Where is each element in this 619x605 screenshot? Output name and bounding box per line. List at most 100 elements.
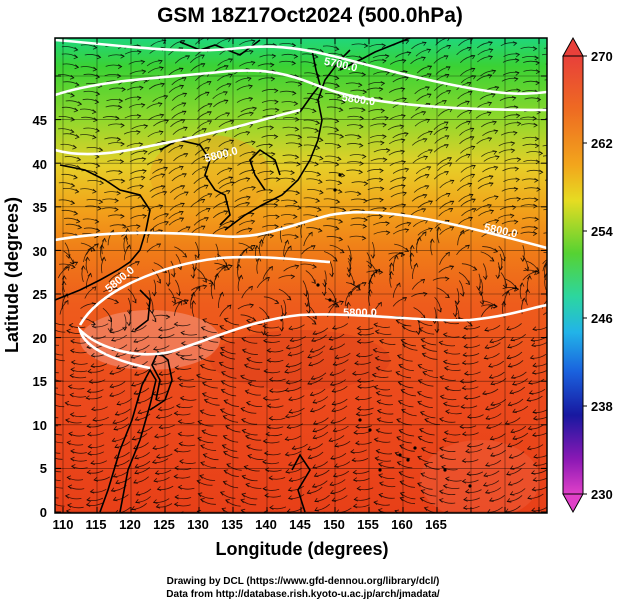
streamline-arrowhead xyxy=(263,368,268,374)
streamline-arrowhead xyxy=(297,81,303,87)
streamline-arrowhead xyxy=(534,55,539,61)
streamline-arrowhead xyxy=(174,465,179,471)
streamline-arrowhead xyxy=(116,364,121,370)
streamline-arrowhead xyxy=(394,451,400,457)
streamline-arrowhead xyxy=(223,155,229,160)
streamline-arrowhead xyxy=(201,155,207,161)
streamline-arrowhead xyxy=(101,237,107,243)
streamline-arrowhead xyxy=(196,509,202,513)
island-dot xyxy=(468,484,472,488)
streamline-arrowhead xyxy=(123,235,129,240)
streamline-arrowhead xyxy=(421,208,427,213)
streamline-arrowhead xyxy=(396,418,401,423)
streamline-arrowhead xyxy=(511,96,517,101)
streamline-arrowhead xyxy=(136,224,141,229)
streamline-arrowhead xyxy=(351,371,357,376)
streamline-arrowhead xyxy=(532,46,538,52)
streamline-arrowhead xyxy=(74,82,80,87)
streamline-arrowhead xyxy=(334,127,340,133)
streamline-arrowhead xyxy=(291,445,297,451)
streamline-arrowhead xyxy=(558,119,562,123)
streamline-arrowhead xyxy=(251,317,257,322)
streamline-arrowhead xyxy=(484,406,490,411)
streamline xyxy=(548,129,564,132)
streamline-arrowhead xyxy=(465,153,471,159)
streamline xyxy=(55,353,64,356)
streamline xyxy=(542,155,547,157)
colorbar-label: 246 xyxy=(591,311,613,326)
streamline-arrowhead xyxy=(180,330,185,336)
streamline-arrowhead xyxy=(66,440,72,446)
streamline-arrowhead xyxy=(246,195,251,201)
streamline-arrowhead xyxy=(534,143,540,149)
streamline-arrowhead xyxy=(69,129,75,134)
streamline-arrowhead xyxy=(463,343,468,349)
streamline-arrowhead xyxy=(397,400,403,405)
streamline-arrowhead xyxy=(90,352,96,358)
streamline-arrowhead xyxy=(206,138,212,143)
streamline-arrowhead xyxy=(330,455,335,460)
streamline-arrowhead xyxy=(207,193,213,198)
streamline-arrowhead xyxy=(284,451,290,457)
streamline-arrowhead xyxy=(279,327,285,332)
streamline-arrowhead xyxy=(246,318,251,324)
streamline-arrowhead xyxy=(485,424,491,430)
streamline-arrowhead xyxy=(47,453,51,457)
streamline-arrowhead xyxy=(439,417,444,422)
streamline-arrowhead xyxy=(177,300,183,306)
streamline-arrowhead xyxy=(445,251,450,257)
streamline-arrowhead xyxy=(329,371,335,377)
streamline-arrowhead xyxy=(489,182,494,187)
streamline-arrowhead xyxy=(173,410,179,416)
streamline-arrowhead xyxy=(222,450,228,456)
streamline-arrowhead xyxy=(74,64,80,70)
streamline-arrowhead xyxy=(223,210,229,215)
streamline-arrowhead xyxy=(509,465,515,470)
streamline-arrowhead xyxy=(141,69,147,75)
streamline-arrowhead xyxy=(86,344,91,350)
streamline-arrowhead xyxy=(243,363,249,368)
streamline-arrowhead xyxy=(173,501,179,507)
streamline-arrowhead xyxy=(439,375,445,380)
streamline-arrowhead xyxy=(331,407,337,413)
streamline-arrowhead xyxy=(222,415,228,420)
streamline-arrowhead xyxy=(200,444,205,449)
streamline xyxy=(545,118,547,120)
streamline-arrowhead xyxy=(443,121,449,126)
streamline-arrowhead xyxy=(286,424,292,430)
streamline-arrowhead xyxy=(143,124,149,129)
streamline-arrowhead xyxy=(355,440,360,446)
streamline-arrowhead xyxy=(531,507,536,513)
streamline-arrowhead xyxy=(527,495,532,500)
streamline-arrowhead xyxy=(284,387,290,393)
streamline-arrowhead xyxy=(268,475,273,481)
streamline-arrowhead xyxy=(483,355,489,360)
coastline-china xyxy=(55,164,151,301)
colorbar-ticks xyxy=(583,55,587,495)
streamline-arrowhead xyxy=(426,48,432,53)
streamline-arrowhead xyxy=(294,234,299,240)
streamline-arrowhead xyxy=(153,478,158,483)
coastline-new-guinea xyxy=(291,453,311,513)
streamline-arrowhead xyxy=(471,208,477,213)
streamline-arrowhead xyxy=(240,407,246,412)
streamline-arrowhead xyxy=(516,121,522,127)
streamline-arrowhead xyxy=(179,355,185,361)
streamline-arrowhead xyxy=(329,489,335,495)
streamline-arrowhead xyxy=(332,472,338,478)
streamline-arrowhead xyxy=(528,390,534,395)
axis-tickmarks xyxy=(55,38,547,513)
streamline-arrowhead xyxy=(373,385,379,390)
streamline-arrowhead xyxy=(532,477,538,482)
streamline-arrowhead xyxy=(311,483,317,488)
streamline-arrowhead xyxy=(67,503,72,508)
island-dot xyxy=(413,446,417,450)
streamline xyxy=(55,497,59,499)
streamline-arrowhead xyxy=(463,496,468,502)
streamline-arrowhead xyxy=(436,226,442,231)
streamline-arrowhead xyxy=(134,371,139,376)
streamline-arrowhead xyxy=(269,505,274,510)
streamline-arrowhead xyxy=(538,150,544,156)
streamline-arrowhead xyxy=(201,392,207,397)
footer-credit: Drawing by DCL (https://www.gfd-dennou.o… xyxy=(167,576,440,587)
